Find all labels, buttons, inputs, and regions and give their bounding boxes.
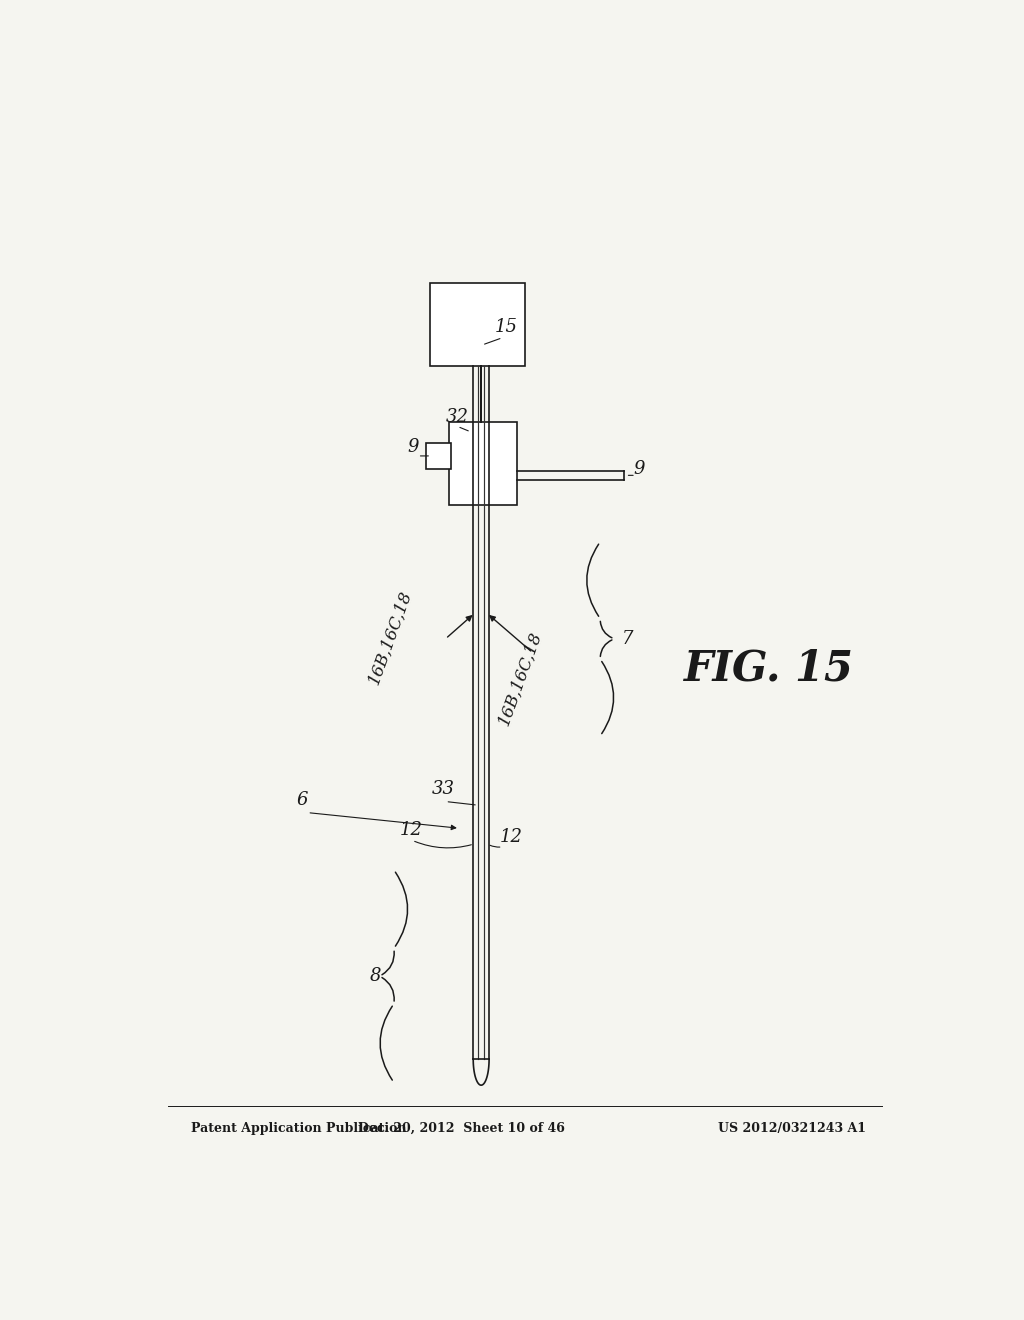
Text: 16B,16C,18: 16B,16C,18 [366,587,416,686]
Text: 33: 33 [432,780,455,799]
Text: 32: 32 [445,408,468,426]
Bar [430,284,525,367]
Text: US 2012/0321243 A1: US 2012/0321243 A1 [718,1122,866,1135]
Text: 15: 15 [495,318,518,337]
Text: 9: 9 [408,438,419,457]
Bar [450,422,517,504]
Text: 16B,16C,18: 16B,16C,18 [496,630,545,729]
Text: 12: 12 [500,828,522,846]
Text: 7: 7 [622,630,633,648]
Text: Dec. 20, 2012  Sheet 10 of 46: Dec. 20, 2012 Sheet 10 of 46 [357,1122,565,1135]
Text: 12: 12 [399,821,423,838]
Text: FIG. 15: FIG. 15 [684,647,854,689]
Bar [426,444,451,469]
Text: 9: 9 [634,461,645,478]
Text: 8: 8 [370,968,382,985]
Text: Patent Application Publication: Patent Application Publication [191,1122,407,1135]
Text: 6: 6 [296,791,308,809]
